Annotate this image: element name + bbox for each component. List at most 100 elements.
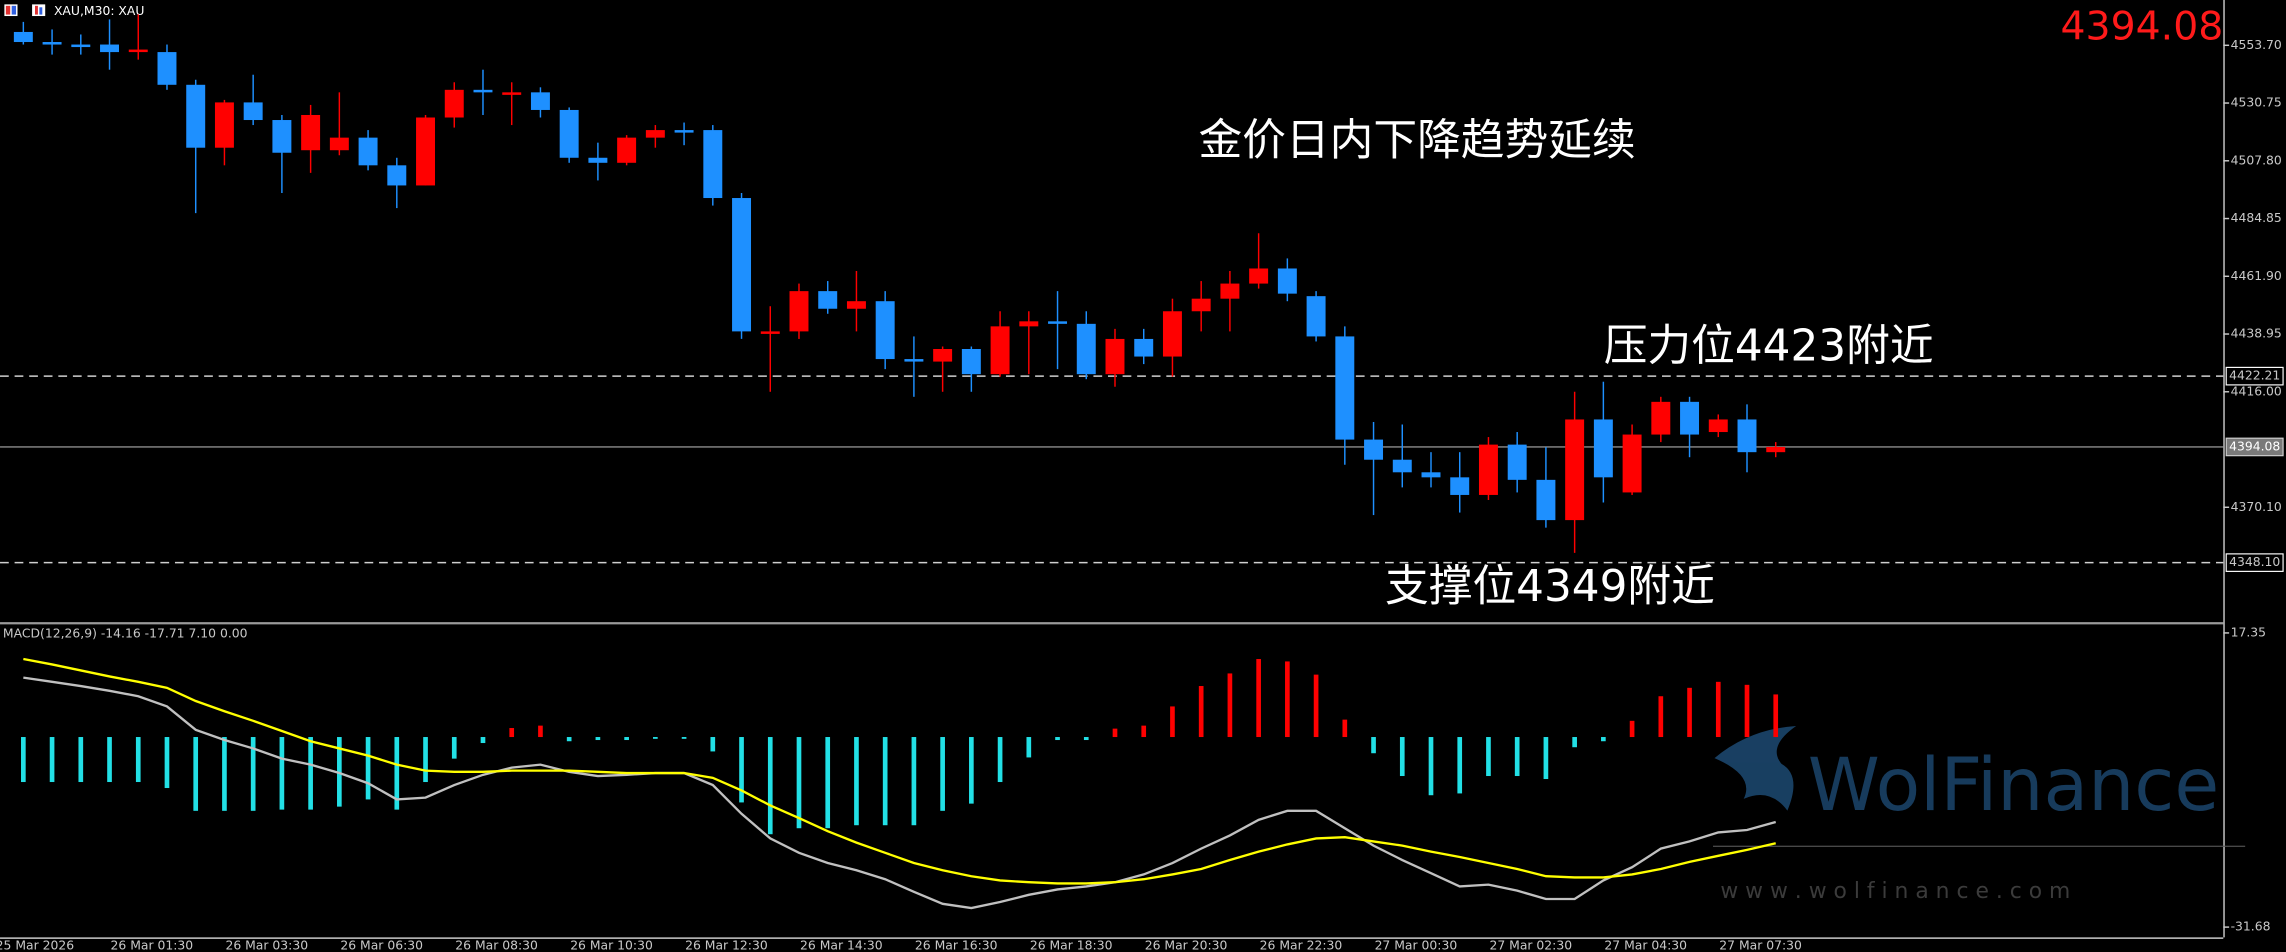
candle-body (387, 165, 407, 186)
histogram-bar (1371, 737, 1376, 754)
candle-body (1737, 419, 1757, 453)
histogram-bar (78, 737, 84, 783)
histogram-bar (1744, 684, 1750, 738)
histogram-bar (135, 737, 141, 783)
resistance-annotation: 压力位4423附近 (1604, 320, 1934, 371)
histogram-bar (653, 737, 658, 739)
candle-body (990, 326, 1010, 375)
candle-body (1277, 268, 1297, 294)
histogram-bar (1112, 728, 1118, 738)
histogram-bar (1256, 659, 1261, 738)
y-tick-label: 17.35 (2231, 624, 2266, 639)
candle-body (1220, 283, 1240, 299)
candle-body (1392, 459, 1412, 473)
candle-body (760, 331, 780, 334)
candle-body (186, 84, 206, 148)
histogram-bar (1055, 737, 1060, 741)
candle-body (473, 89, 493, 93)
histogram-bar (1170, 706, 1175, 738)
histogram-bar (1198, 686, 1204, 738)
x-tick-label: 26 Mar 22:30 (1260, 938, 1343, 952)
histogram-bar (1141, 725, 1147, 738)
histogram-bar (997, 737, 1003, 783)
histogram-bar (1658, 696, 1664, 738)
candle-body (818, 291, 838, 309)
histogram-bar (423, 737, 428, 783)
candle-body (904, 359, 924, 362)
last-price-display: 4394.08 (2061, 4, 2224, 50)
last-price-label: 4394.08 (2229, 438, 2280, 453)
candle-body (301, 114, 321, 151)
x-tick-label: 27 Mar 02:30 (1489, 938, 1572, 952)
candle-body (1048, 321, 1068, 324)
candle-body (416, 117, 436, 186)
histogram-bar (509, 728, 515, 738)
x-tick-label: 26 Mar 10:30 (570, 938, 653, 952)
histogram-bar (21, 737, 26, 783)
histogram-bar (739, 737, 744, 803)
x-tick-label: 27 Mar 07:30 (1719, 938, 1802, 952)
histogram-bar (1715, 681, 1721, 738)
y-tick-label: 4461.90 (2231, 268, 2282, 283)
histogram-bar (1543, 737, 1549, 780)
candle-body (1335, 336, 1355, 440)
histogram-bar (308, 737, 313, 810)
histogram-bar (624, 737, 629, 741)
histogram-bar (1083, 737, 1089, 741)
histogram-bar (710, 737, 716, 752)
candle-body (530, 92, 550, 110)
symbol-icon (4, 4, 46, 17)
histogram-bar (882, 737, 888, 826)
candle-body (502, 92, 522, 95)
level-label: 4348.10 (2229, 554, 2280, 569)
candle-body (674, 130, 694, 133)
histogram-bar (911, 737, 917, 826)
candle-body (1680, 401, 1700, 435)
y-tick-label: 4530.75 (2231, 95, 2282, 110)
y-tick-label: -31.68 (2231, 919, 2271, 934)
candle-body (71, 44, 91, 48)
candle-body (645, 130, 665, 138)
histogram-bar (595, 737, 601, 741)
watermark: WolFinance w w w . w o l f i n a n c e .… (1713, 726, 2246, 904)
y-tick-label: 4416.00 (2231, 383, 2282, 398)
histogram-bar (1457, 737, 1463, 794)
watermark-brand: WolFinance (1808, 743, 2219, 828)
histogram-bar (222, 737, 227, 811)
histogram-bar (279, 737, 285, 810)
candle-body (157, 52, 177, 85)
candle-body (358, 137, 378, 166)
histogram-bar (825, 737, 831, 829)
histogram-bar (49, 737, 55, 783)
x-tick-label: 26 Mar 08:30 (455, 938, 538, 952)
histogram-bar (1601, 737, 1606, 742)
histogram-bar (1399, 737, 1405, 777)
level-label-box (2225, 553, 2284, 572)
level-label-box (2225, 366, 2284, 386)
x-tick-label: 26 Mar 03:30 (225, 938, 308, 952)
x-tick-label: 26 Mar 06:30 (340, 938, 423, 952)
histogram-bar (451, 737, 457, 759)
histogram-bar (538, 725, 543, 738)
candle-body (1364, 439, 1384, 460)
histogram-bar (1342, 719, 1348, 738)
last-price-box (2225, 437, 2284, 457)
macd-label: MACD(12,26,9) -14.16 -17.71 7.10 0.00 (3, 626, 248, 641)
candle-body (1622, 434, 1642, 493)
x-tick-label: 26 Mar 20:30 (1145, 938, 1228, 952)
candle-body (214, 102, 234, 148)
headline: 金价日内下降趋势延续 (1198, 115, 1635, 166)
candle-body (444, 89, 464, 118)
candle-body (1134, 338, 1154, 357)
candle-body (272, 120, 292, 153)
x-tick-label: 26 Mar 14:30 (800, 938, 883, 952)
histogram-bar (1428, 737, 1434, 796)
histogram-bar (681, 737, 687, 739)
x-tick-label: 27 Mar 00:30 (1375, 938, 1458, 952)
y-tick-label: 4553.70 (2231, 37, 2282, 52)
histogram-bar (365, 737, 371, 800)
y-tick-label: 4507.80 (2231, 152, 2282, 167)
level-label: 4422.21 (2229, 368, 2280, 383)
